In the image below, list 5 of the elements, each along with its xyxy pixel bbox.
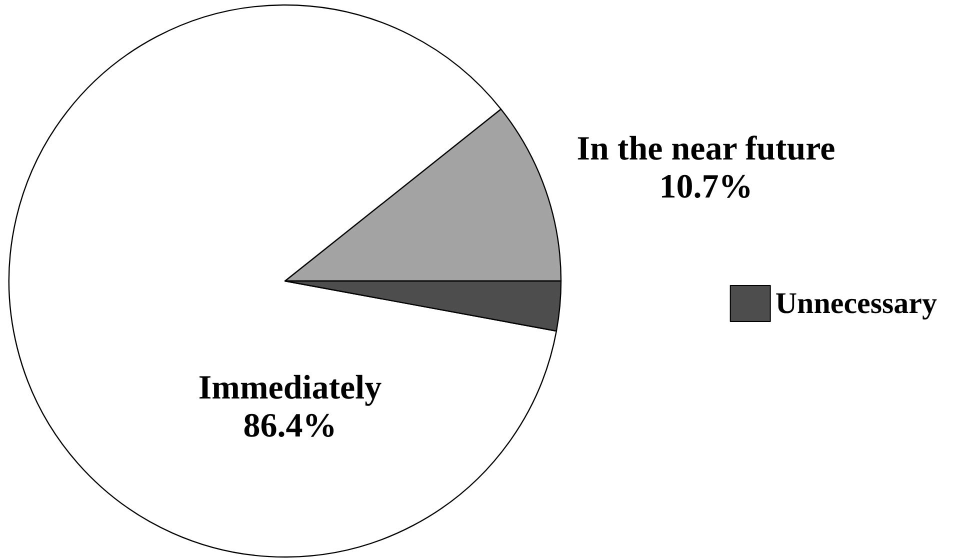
slice-label: In the near future	[576, 130, 836, 168]
data-label: 10.7%	[659, 168, 753, 206]
data-label: 86.4%	[243, 408, 337, 444]
slice-label: Immediately	[198, 370, 382, 406]
legend-label: Unnecessary	[775, 287, 938, 320]
